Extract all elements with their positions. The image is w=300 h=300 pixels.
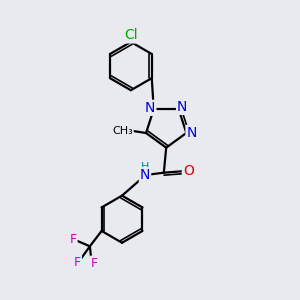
Text: CH₃: CH₃ (112, 126, 133, 136)
Text: N: N (177, 100, 188, 114)
Text: H: H (141, 162, 149, 172)
Text: O: O (183, 164, 194, 178)
Text: F: F (91, 256, 98, 270)
Text: N: N (140, 168, 150, 182)
Text: F: F (70, 233, 76, 246)
Text: N: N (187, 126, 197, 140)
Text: N: N (145, 101, 155, 115)
Text: Cl: Cl (124, 28, 138, 43)
Text: F: F (74, 256, 81, 269)
